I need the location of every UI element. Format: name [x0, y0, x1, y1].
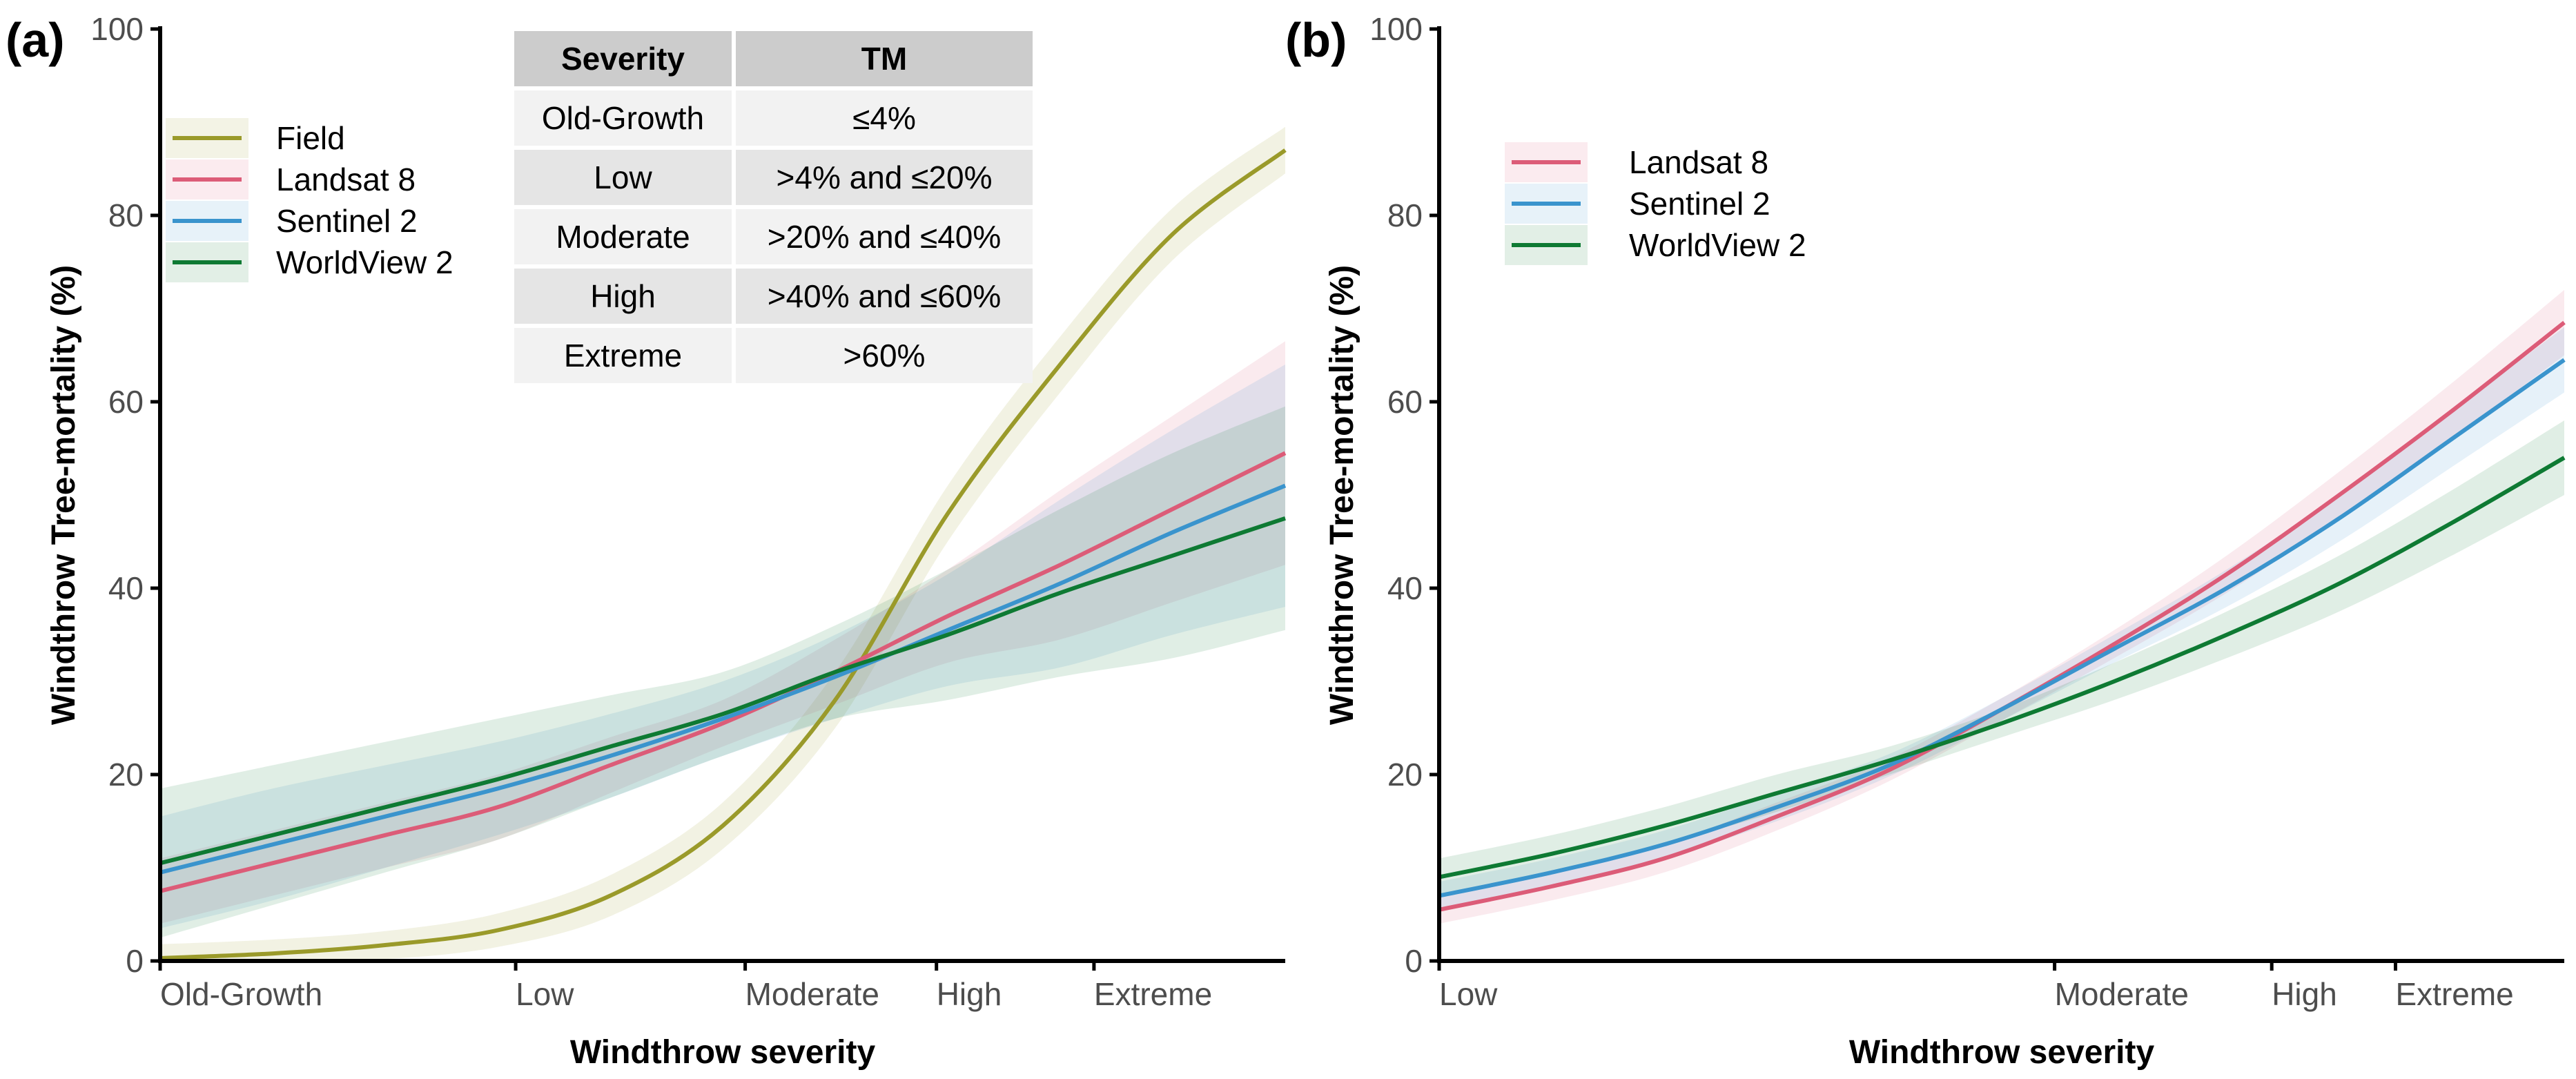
- y-tick-label: 40: [1387, 570, 1423, 606]
- table-header-tm: TM: [861, 41, 907, 77]
- y-tick-label: 20: [1387, 757, 1423, 793]
- panel-label: (b): [1285, 13, 1347, 67]
- x-axis-title: Windthrow severity: [570, 1034, 876, 1071]
- y-tick-label: 40: [108, 570, 144, 606]
- band-worldview-2: [1439, 420, 2564, 896]
- y-tick-label: 80: [1387, 197, 1423, 233]
- legend-label-landsat-8: Landsat 8: [1629, 144, 1768, 180]
- legend: Landsat 8 Sentinel 2 WorldView 2: [1505, 142, 1806, 265]
- legend-label-sentinel-2: Sentinel 2: [276, 203, 418, 239]
- table-cell-bg: [736, 150, 1033, 205]
- table-cell-bg: [736, 90, 1033, 146]
- table-cell-bg: [736, 209, 1033, 264]
- y-tick-label: 80: [108, 197, 144, 233]
- series-line-worldview-2: [159, 516, 1286, 866]
- severity-table: Severity TM Old-Growth ≤4% Low >4% and ≤20% Mo…: [514, 31, 1033, 383]
- x-tick-label: Moderate: [745, 976, 879, 1012]
- series-line-landsat-8: [1438, 320, 2566, 912]
- table-cell-tm: ≤4%: [852, 100, 916, 136]
- y-axis-title: Windthrow Tree-mortality (%): [1324, 265, 1360, 725]
- series-line-landsat-8: [159, 451, 1287, 893]
- x-tick-label: Extreme: [2396, 976, 2514, 1012]
- y-tick-label: 60: [1387, 384, 1423, 420]
- table-cell-bg: [514, 31, 732, 86]
- x-tick-label: Moderate: [2055, 976, 2189, 1012]
- table-cell-tm: >4% and ≤20%: [777, 159, 993, 195]
- table-header-severity: Severity: [561, 41, 685, 77]
- y-tick-label: 20: [108, 757, 144, 793]
- table-cell-bg: [514, 328, 732, 383]
- x-tick-label: High: [2272, 976, 2337, 1012]
- table-cell-tm: >40% and ≤60%: [768, 278, 1002, 314]
- legend-label-landsat-8: Landsat 8: [276, 162, 416, 197]
- table-cell-bg: [736, 31, 1033, 86]
- legend-label-sentinel-2: Sentinel 2: [1629, 186, 1770, 222]
- table-cell-severity: Old-Growth: [542, 100, 704, 136]
- table-cell-severity: Low: [594, 159, 652, 195]
- x-tick-label: High: [937, 976, 1002, 1012]
- band-sentinel-2: [160, 364, 1285, 929]
- table-cell-bg: [736, 269, 1033, 324]
- y-tick-label: 60: [108, 384, 144, 420]
- x-axis-title: Windthrow severity: [1849, 1034, 2155, 1071]
- y-tick-label: 0: [1405, 943, 1423, 979]
- band-field: [160, 126, 1285, 962]
- table-cell-bg: [514, 150, 732, 205]
- y-axis-title: Windthrow Tree-mortality (%): [46, 265, 82, 725]
- table-cell-severity: High: [590, 278, 656, 314]
- y-tick-label: 100: [90, 11, 144, 47]
- series-line-field: [159, 148, 1287, 960]
- x-tick-label: Low: [1439, 976, 1498, 1012]
- legend: Field Landsat 8 Sentinel 2 WorldView 2: [166, 118, 453, 282]
- x-tick-label: Extreme: [1094, 976, 1212, 1012]
- panel-b: 0 20 40 60 80 100 Low Moderate High Extreme Windth…: [1285, 11, 2566, 1071]
- table-cell-severity: Extreme: [564, 338, 682, 373]
- y-tick-label: 0: [126, 943, 144, 979]
- table-cell-bg: [514, 209, 732, 264]
- legend-label-worldview-2: WorldView 2: [1629, 227, 1806, 263]
- panel-label: (a): [6, 13, 65, 67]
- table-cell-tm: >20% and ≤40%: [768, 219, 1002, 255]
- legend-label-worldview-2: WorldView 2: [276, 244, 453, 280]
- x-tick-label: Low: [516, 976, 574, 1012]
- series-line-sentinel-2: [1438, 358, 2566, 898]
- x-tick-label: Old-Growth: [160, 976, 322, 1012]
- table-cell-bg: [736, 328, 1033, 383]
- band-worldview-2: [160, 406, 1285, 938]
- series-line-worldview-2: [1438, 456, 2566, 879]
- y-tick-label: 100: [1369, 11, 1423, 47]
- table-cell-tm: >60%: [843, 338, 926, 373]
- series-line-sentinel-2: [159, 483, 1287, 875]
- table-cell-bg: [514, 269, 732, 324]
- legend-label-field: Field: [276, 120, 345, 156]
- table-cell-severity: Moderate: [556, 219, 690, 255]
- table-cell-bg: [514, 90, 732, 146]
- panel-a: 0 20 40 60 80 100 Old-Growth Low Moderate High Ext…: [6, 11, 1287, 1071]
- band-landsat-8: [160, 341, 1285, 924]
